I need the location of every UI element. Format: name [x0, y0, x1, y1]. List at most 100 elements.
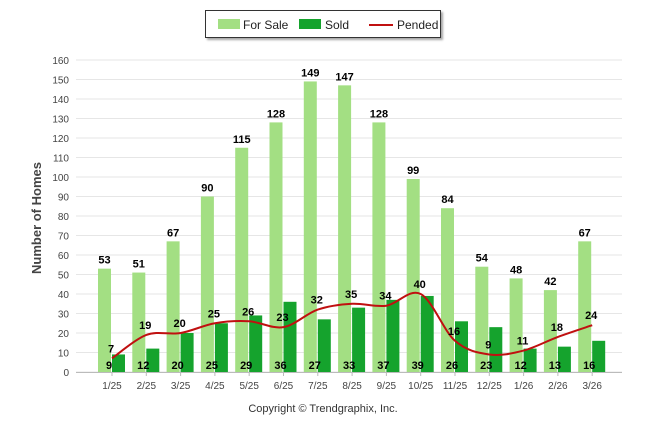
label-sold: 25 — [206, 360, 218, 372]
label-pended: 7 — [108, 343, 114, 355]
label-sold: 26 — [446, 360, 458, 372]
x-tick-label: 1/25 — [102, 381, 122, 392]
y-tick-label: 0 — [63, 368, 69, 379]
x-tick-label: 2/25 — [137, 381, 157, 392]
label-for-sale: 48 — [510, 264, 522, 276]
label-for-sale: 115 — [233, 134, 251, 146]
y-tick-label: 30 — [58, 310, 70, 321]
y-tick-label: 150 — [52, 76, 69, 87]
bar-sold — [386, 299, 400, 372]
bar-sold — [283, 301, 297, 372]
label-pended: 19 — [139, 320, 151, 332]
label-for-sale: 67 — [579, 227, 591, 239]
copyright-text: Copyright © Trendgraphix, Inc. — [248, 403, 398, 415]
x-tick-label: 7/25 — [308, 381, 328, 392]
label-pended: 11 — [517, 336, 529, 348]
label-sold: 12 — [137, 360, 149, 372]
bar-for-sale — [372, 122, 386, 373]
y-tick-label: 130 — [52, 115, 69, 126]
label-pended: 40 — [414, 279, 426, 291]
y-tick-label: 10 — [58, 349, 70, 360]
legend: For Sale Sold Pended — [205, 10, 441, 38]
legend-pended-label: Pended — [397, 18, 439, 32]
bar-for-sale — [166, 241, 180, 372]
x-tick-label: 10/25 — [408, 381, 433, 392]
bar-for-sale — [200, 196, 214, 372]
bar-sold — [523, 348, 537, 372]
label-pended: 34 — [379, 291, 392, 303]
bar-sold — [557, 346, 571, 372]
y-tick-label: 90 — [58, 193, 70, 204]
label-sold: 29 — [240, 360, 252, 372]
bar-for-sale — [441, 208, 454, 372]
label-sold: 23 — [480, 360, 492, 372]
label-sold: 27 — [309, 360, 321, 372]
y-tick-label: 140 — [52, 95, 69, 106]
bar-sold — [180, 333, 194, 372]
x-tick-label: 4/25 — [205, 381, 225, 392]
y-tick-label: 40 — [58, 290, 70, 301]
y-tick-label: 20 — [58, 329, 70, 340]
bar-for-sale — [543, 290, 557, 372]
bar-for-sale — [578, 241, 592, 372]
legend-for-sale-swatch — [218, 19, 240, 29]
label-for-sale: 128 — [267, 108, 285, 120]
legend-pended-swatch — [369, 24, 393, 26]
label-pended: 32 — [311, 295, 323, 307]
y-tick-label: 120 — [52, 134, 69, 145]
y-axis: 0 10 20 30 40 50 60 70 80 90 100 110 120 130 140 150 160 — [52, 56, 69, 379]
pended-line-layer — [111, 291, 593, 360]
legend-for-sale-label: For Sale — [243, 18, 289, 32]
x-axis: 1/25 2/25 3/25 4/25 5/25 6/25 7/25 8/25 9/25 10/2… — [76, 372, 622, 392]
bar-for-sale — [509, 278, 523, 372]
label-for-sale: 149 — [301, 67, 319, 79]
data-labels: 53 9 51 12 67 20 90 25 115 29 128 36 149 27 147 33 128 37… — [98, 67, 598, 372]
x-tick-label: 2/26 — [548, 381, 568, 392]
bar-for-sale — [132, 272, 146, 372]
label-pended: 23 — [276, 312, 288, 324]
y-axis-title: Number of Homes — [29, 162, 44, 274]
bar-for-sale — [406, 178, 420, 372]
label-sold: 20 — [171, 360, 183, 372]
bar-for-sale — [303, 81, 317, 372]
label-for-sale: 51 — [133, 259, 145, 271]
legend-sold-label: Sold — [325, 18, 350, 32]
bar-for-sale — [338, 85, 352, 372]
bar-sold — [112, 354, 125, 372]
y-tick-label: 60 — [58, 251, 70, 262]
bar-for-sale — [235, 147, 249, 372]
bar-sold — [352, 307, 366, 372]
x-tick-label: 5/25 — [239, 381, 259, 392]
label-for-sale: 53 — [98, 255, 110, 267]
bar-for-sale — [475, 266, 489, 372]
bar-sold — [420, 295, 434, 372]
pended-line — [111, 291, 593, 360]
y-tick-label: 50 — [58, 271, 70, 282]
y-tick-label: 100 — [52, 173, 69, 184]
x-tick-label: 8/25 — [342, 381, 362, 392]
y-tick-label: 70 — [58, 232, 70, 243]
x-tick-label: 3/26 — [582, 381, 602, 392]
x-tick-label: 11/25 — [443, 381, 468, 392]
x-tick-label: 1/26 — [514, 381, 534, 392]
label-sold: 16 — [583, 360, 595, 372]
label-pended: 24 — [585, 310, 598, 322]
bar-for-sale — [98, 268, 111, 372]
bar-for-sale — [269, 122, 283, 373]
label-sold: 9 — [106, 360, 112, 372]
label-pended: 25 — [208, 308, 220, 320]
bar-sold — [249, 315, 263, 372]
label-sold: 33 — [343, 360, 355, 372]
bar-sold — [214, 323, 228, 372]
label-for-sale: 67 — [167, 227, 179, 239]
y-tick-label: 110 — [53, 154, 69, 165]
x-tick-label: 12/25 — [477, 381, 502, 392]
label-sold: 39 — [412, 360, 424, 372]
y-tick-label: 160 — [52, 56, 69, 67]
label-sold: 12 — [514, 360, 526, 372]
label-pended: 16 — [448, 326, 460, 338]
x-tick-label: 9/25 — [377, 381, 397, 392]
label-for-sale: 42 — [544, 276, 556, 288]
bar-sold — [146, 348, 160, 372]
label-sold: 36 — [274, 360, 286, 372]
